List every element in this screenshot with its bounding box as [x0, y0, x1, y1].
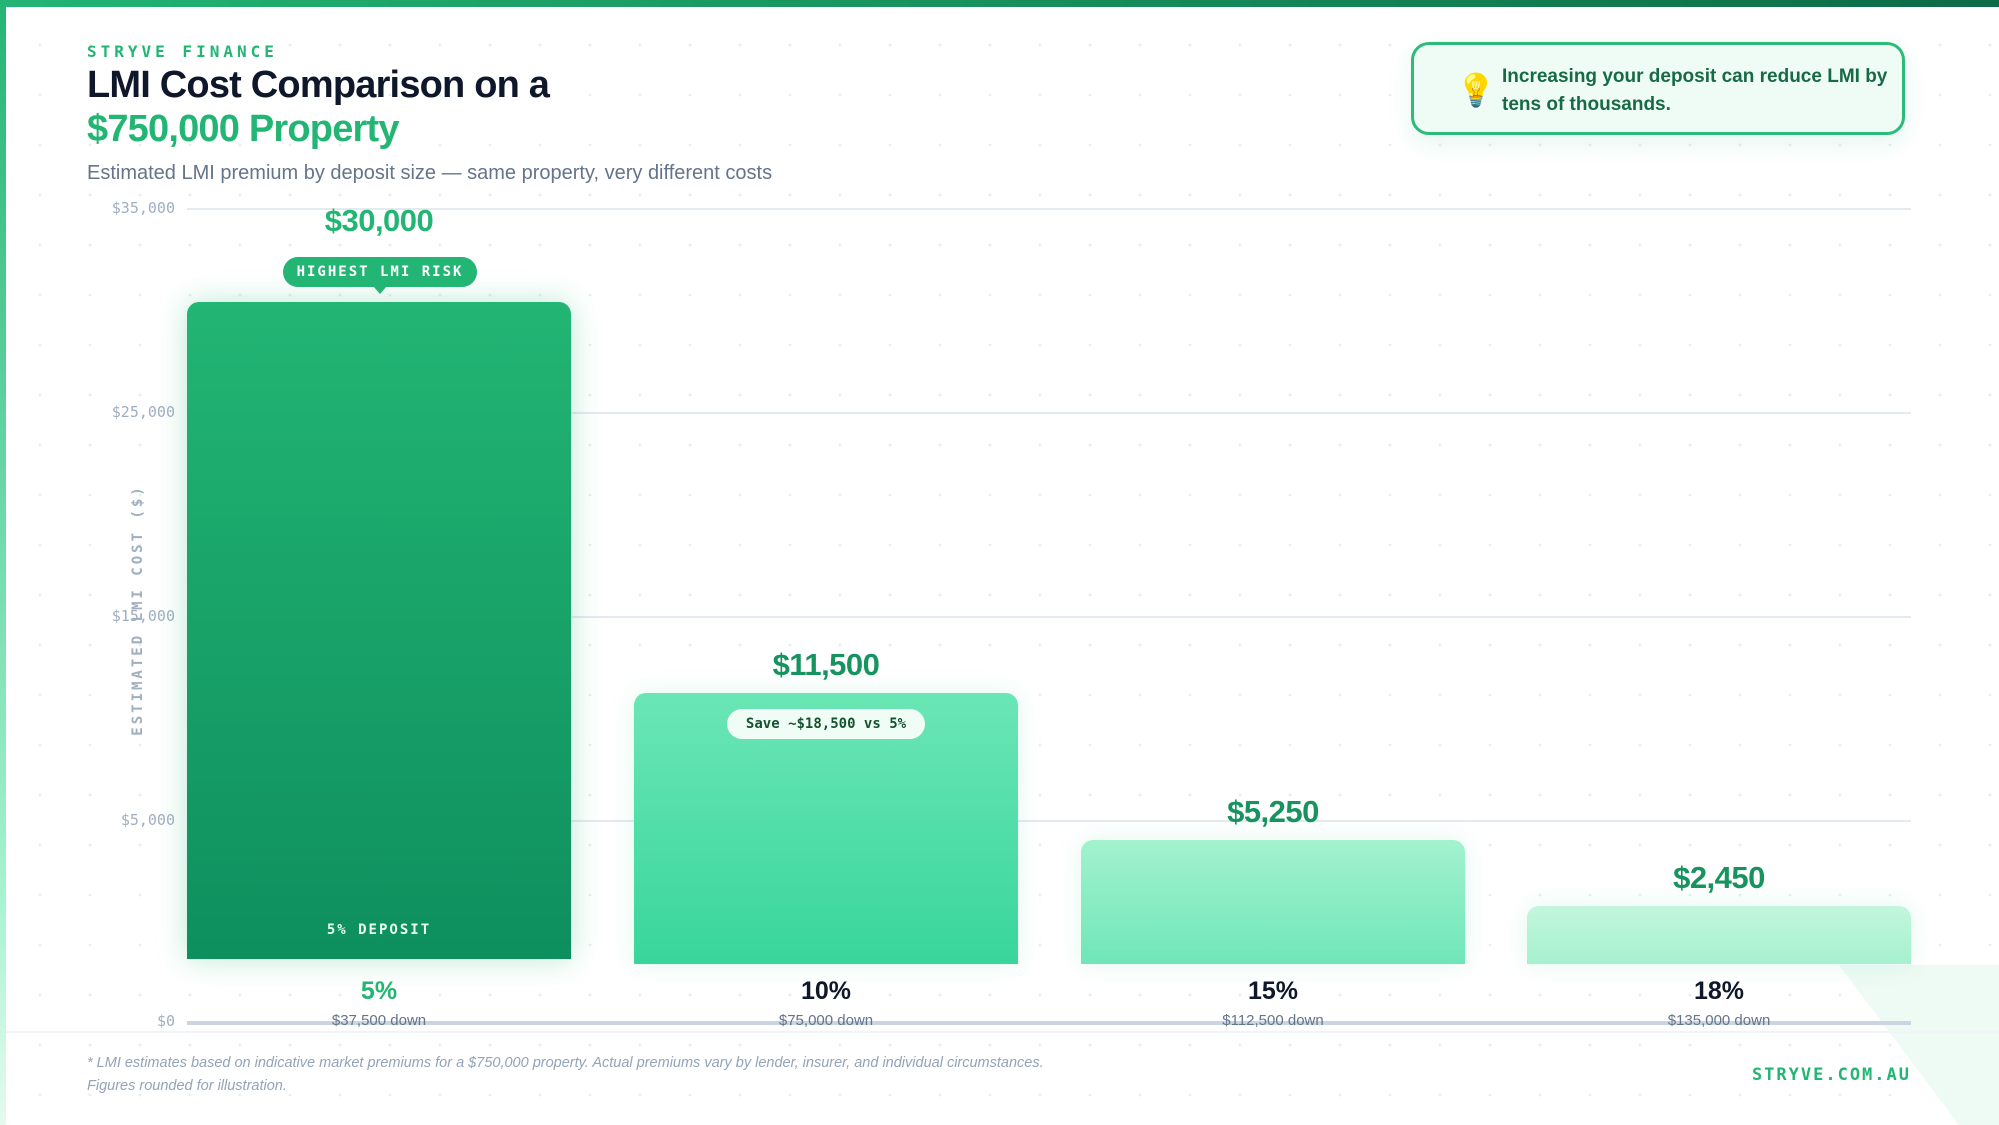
category-sublabel: $37,500 down: [331, 1012, 427, 1029]
lightbulb-icon: 💡: [1456, 72, 1496, 108]
page-title-highlight: $750,000 Property: [87, 108, 400, 150]
gridline: [187, 412, 1911, 414]
bar: [1527, 906, 1911, 964]
gridline: [187, 820, 1911, 822]
category-label: 5%: [360, 977, 398, 1005]
website-link[interactable]: STRYVE.COM.AU: [1751, 1065, 1911, 1085]
y-tick-label: $0: [156, 1012, 175, 1030]
savings-pill: Save ~$18,500 vs 5%: [727, 709, 925, 739]
gridline: [187, 616, 1911, 618]
page-title: LMI Cost Comparison on a: [87, 64, 550, 106]
category-label: 15%: [1247, 977, 1299, 1005]
bar-value-label: $2,450: [1673, 860, 1765, 896]
footnote-line-1: * LMI estimates based on indicative mark…: [87, 1055, 1044, 1071]
bar-value-label: $11,500: [772, 646, 880, 682]
y-tick-label: $5,000: [120, 811, 175, 829]
tip-text: Increasing your deposit can reduce LMI b…: [1502, 66, 1888, 115]
footer-divider: [6, 1031, 1999, 1033]
footnote: * LMI estimates based on indicative mark…: [87, 1052, 1044, 1098]
bar: [187, 302, 571, 959]
category-sublabel: $112,500 down: [1222, 1012, 1324, 1029]
category-label: 18%: [1693, 977, 1745, 1005]
bar-value-label: $5,250: [1227, 794, 1319, 830]
left-accent-bar: [0, 0, 6, 1125]
deposit-label: 5% DEPOSIT: [326, 922, 432, 938]
gridline: [187, 208, 1911, 210]
tip-callout: 💡 Increasing your deposit can reduce LMI…: [1411, 42, 1905, 135]
category-sublabel: $135,000 down: [1667, 1012, 1771, 1029]
x-axis-line: [187, 1021, 1911, 1025]
top-accent-bar: [0, 0, 1999, 7]
y-tick-label: $35,000: [111, 199, 175, 217]
footnote-line-2: Figures rounded for illustration.: [87, 1078, 287, 1094]
y-tick-label: $25,000: [111, 403, 175, 421]
brand-label: STRYVE FINANCE: [87, 42, 278, 61]
category-label: 10%: [800, 977, 852, 1005]
category-sublabel: $75,000 down: [778, 1012, 874, 1029]
bar: [1081, 840, 1465, 964]
highest-risk-badge: HIGHEST LMI RISK: [283, 257, 477, 294]
page-subtitle: Estimated LMI premium by deposit size — …: [87, 162, 773, 184]
bar-value-label: $30,000: [324, 203, 434, 238]
y-tick-label: $15,000: [111, 607, 175, 625]
